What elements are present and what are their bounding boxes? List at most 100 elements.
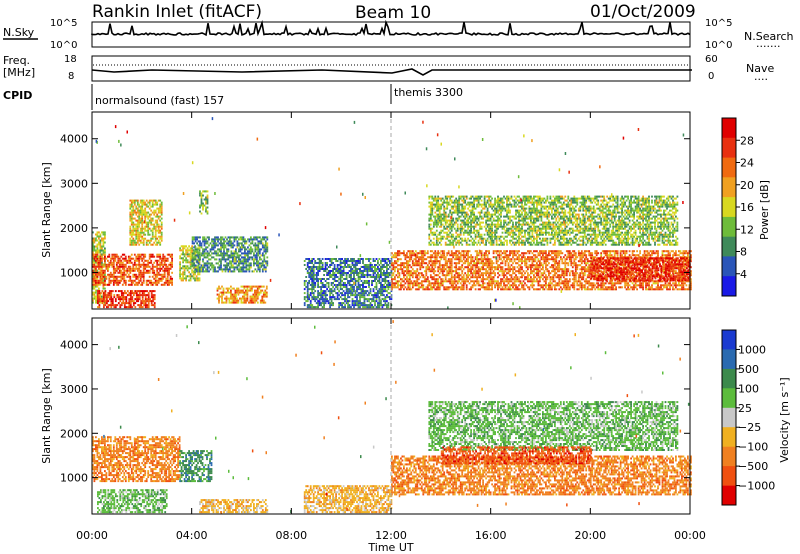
heatmap-cell <box>134 210 136 212</box>
heatmap-cell <box>147 260 149 262</box>
heatmap-cell <box>100 280 102 282</box>
heatmap-cell <box>199 273 201 275</box>
heatmap-cell <box>147 212 149 214</box>
heatmap-cell <box>218 302 220 304</box>
heatmap-cell <box>137 242 139 244</box>
heatmap-cell <box>225 270 227 272</box>
heatmap-cell <box>120 270 122 272</box>
heatmap-cell <box>220 288 222 290</box>
heatmap-cell <box>110 272 112 274</box>
heatmap-cell <box>235 250 237 252</box>
heatmap-cell <box>205 248 207 250</box>
heatmap-cell <box>260 240 262 242</box>
heatmap-cell <box>225 244 227 246</box>
heatmap-cell <box>152 276 154 278</box>
heatmap-cell <box>123 272 125 274</box>
heatmap-cell <box>148 294 150 296</box>
freq-trace <box>92 69 692 75</box>
heatmap-cell <box>122 294 124 296</box>
heatmap-cell <box>237 252 239 254</box>
heatmap-cell <box>104 262 106 264</box>
heatmap-cell <box>187 259 189 261</box>
heatmap-cell <box>144 238 146 240</box>
heatmap-cell <box>131 296 133 298</box>
heatmap-cell <box>201 201 203 203</box>
heatmap-cell <box>110 294 112 296</box>
heatmap-cell <box>133 304 135 306</box>
heatmap-cell <box>265 268 267 270</box>
heatmap-cell <box>125 284 127 286</box>
heatmap-cell <box>179 265 181 267</box>
heatmap-cell <box>104 280 106 282</box>
heatmap-cell <box>256 256 258 258</box>
heatmap-cell <box>140 280 142 282</box>
heatmap-cell <box>252 242 254 244</box>
heatmap-cell <box>112 290 114 292</box>
heatmap-cell <box>207 264 209 266</box>
heatmap-cell <box>260 258 262 260</box>
heatmap-cell <box>117 284 119 286</box>
heatmap-cell <box>204 254 206 256</box>
heatmap-cell <box>202 195 204 197</box>
heatmap-cell <box>161 206 163 208</box>
heatmap-cell <box>114 258 116 260</box>
heatmap-cell <box>152 300 154 302</box>
heatmap-cell <box>102 290 104 292</box>
heatmap-cell <box>137 278 139 280</box>
heatmap-cell <box>156 202 158 204</box>
heatmap-cell <box>202 268 204 270</box>
heatmap-cell <box>196 260 198 262</box>
heatmap-cell <box>184 271 186 273</box>
heatmap-cell <box>156 204 158 206</box>
heatmap-cell <box>149 276 151 278</box>
heatmap-cell <box>103 244 105 246</box>
heatmap-cell <box>217 262 219 264</box>
heatmap-cell <box>250 262 252 264</box>
heatmap-cell <box>154 296 156 298</box>
heatmap-cell <box>121 304 123 306</box>
heatmap-cell <box>147 232 149 234</box>
heatmap-cell <box>161 232 163 234</box>
heatmap-cell <box>216 258 218 260</box>
heatmap-cell <box>185 245 187 247</box>
cpid-mode-2: themis 3300 <box>394 86 463 99</box>
heatmap-cell <box>207 203 209 205</box>
heatmap-cell <box>143 232 145 234</box>
heatmap-cell <box>152 206 154 208</box>
heatmap-cell <box>144 268 146 270</box>
heatmap-cell <box>225 246 227 248</box>
heatmap-cell <box>135 206 137 208</box>
heatmap-cell <box>228 258 230 260</box>
heatmap-cell <box>165 264 167 266</box>
heatmap-cell <box>243 236 245 238</box>
heatmap-cell <box>133 300 135 302</box>
heatmap-cell <box>162 266 164 268</box>
heatmap-cell <box>95 292 97 294</box>
heatmap-cell <box>168 284 170 286</box>
heatmap-cell <box>113 274 115 276</box>
heatmap-cell <box>131 254 133 256</box>
heatmap-cell <box>94 248 96 250</box>
heatmap-cell <box>204 244 206 246</box>
heatmap-cell <box>143 258 145 260</box>
heatmap-cell <box>210 250 212 252</box>
heatmap-cell <box>150 260 152 262</box>
heatmap-cell <box>153 214 155 216</box>
heatmap-cell <box>144 234 146 236</box>
heatmap-cell <box>113 294 115 296</box>
heatmap-cell <box>238 264 240 266</box>
heatmap-cell <box>179 255 181 257</box>
heatmap-cell <box>238 288 240 290</box>
heatmap-cell <box>217 240 219 242</box>
heatmap-cell <box>214 240 216 242</box>
heatmap-cell <box>204 205 206 207</box>
heatmap-cell <box>252 248 254 250</box>
heatmap-cell <box>141 230 143 232</box>
heatmap-cell <box>246 270 248 272</box>
heatmap-cell <box>104 274 106 276</box>
heatmap-cell <box>237 246 239 248</box>
heatmap-cell <box>132 266 134 268</box>
heatmap-cell <box>247 294 249 296</box>
heatmap-cell <box>210 258 212 260</box>
heatmap-cell <box>117 256 119 258</box>
